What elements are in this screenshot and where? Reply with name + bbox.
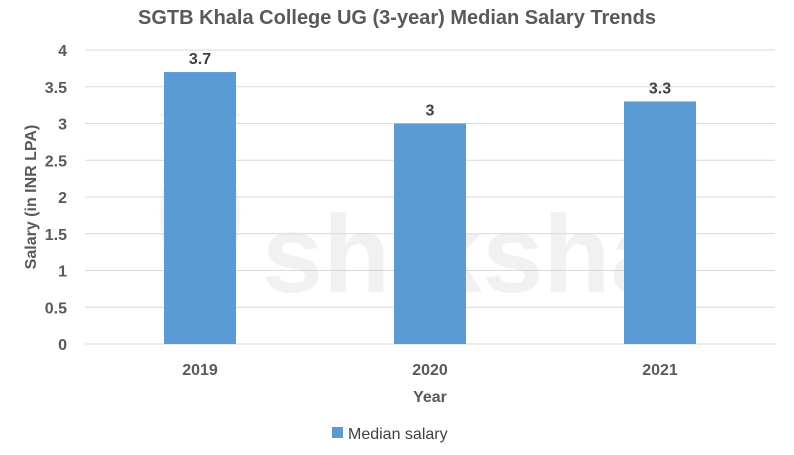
legend: Median salary [332, 426, 448, 443]
x-axis-ticks: 2019 2020 2021 [182, 362, 678, 379]
legend-swatch [332, 427, 343, 438]
x-axis-label: Year [413, 389, 447, 406]
y-tick-label: 1.5 [45, 227, 67, 244]
bar-2021 [624, 101, 696, 344]
data-label-2019: 3.7 [189, 51, 211, 68]
legend-label: Median salary [348, 426, 448, 443]
y-tick-label: 2.5 [45, 153, 67, 170]
data-label-2020: 3 [426, 103, 435, 120]
y-tick-label: 1 [58, 264, 67, 281]
x-tick-label: 2019 [182, 362, 218, 379]
y-tick-label: 3.5 [45, 80, 67, 97]
data-label-2021: 3.3 [649, 80, 671, 97]
y-tick-label: 4 [58, 43, 67, 60]
x-tick-label: 2021 [642, 362, 678, 379]
data-labels: 3.7 3 3.3 [189, 51, 671, 119]
y-axis-label: Salary (in INR LPA) [23, 125, 40, 270]
y-tick-label: 3 [58, 117, 67, 134]
y-axis-ticks: 0 0.5 1 1.5 2 2.5 3 3.5 4 [45, 43, 67, 354]
y-tick-label: 0.5 [45, 300, 67, 317]
y-tick-label: 0 [58, 337, 67, 354]
watermark-text: shiksha [262, 193, 672, 316]
bar-2019 [164, 72, 236, 345]
x-tick-label: 2020 [412, 362, 448, 379]
bar-2020 [394, 123, 466, 344]
bars [164, 72, 696, 345]
y-tick-label: 2 [58, 190, 67, 207]
chart-title: SGTB Khala College UG (3-year) Median Sa… [138, 7, 656, 29]
